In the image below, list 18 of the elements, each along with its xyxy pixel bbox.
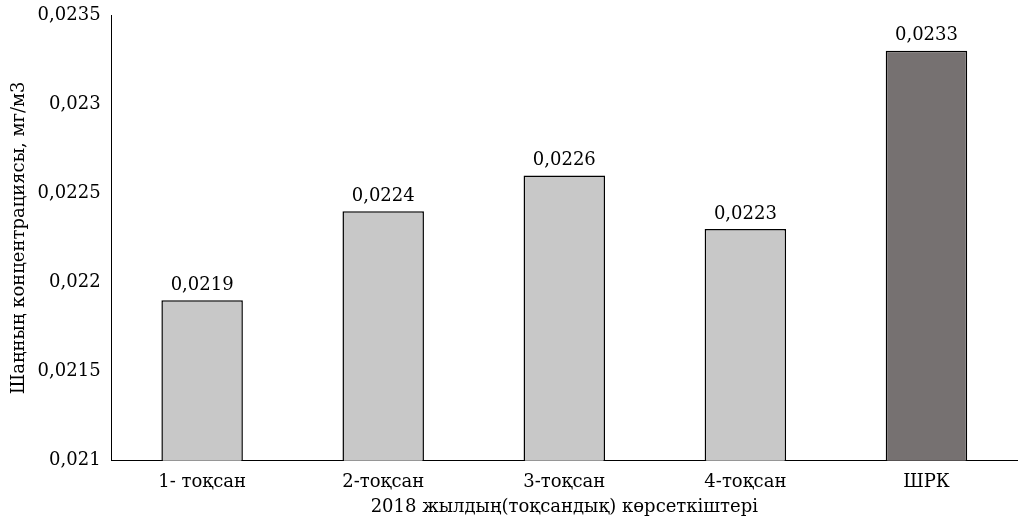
y-axis-title: Шаңның концентрациясы, мг/м3 (7, 81, 29, 395)
x-tick-label: 3-тоқсан (523, 470, 606, 492)
data-label: 0,0226 (532, 148, 596, 170)
y-tick-label: 0,0225 (37, 180, 101, 202)
data-label: 0,0219 (170, 272, 234, 294)
x-axis-title: 2018 жылдың(тоқсандық) көрсеткіштері (370, 494, 759, 516)
x-tick-label: 2-тоқсан (342, 470, 425, 492)
x-tick-label: 4-тоқсан (704, 470, 787, 492)
data-label: 0,0223 (713, 201, 777, 223)
y-tick-label: 0,023 (49, 91, 101, 113)
data-label: 0,0224 (351, 183, 415, 205)
data-label: 0,0233 (894, 23, 958, 45)
y-tick-label: 0,0235 (37, 2, 101, 24)
y-tick-label: 0,022 (49, 270, 101, 292)
y-tick-label: 0,0215 (37, 359, 101, 381)
x-tick-label: ШРК (903, 470, 950, 492)
x-tick-label: 1- тоқсан (158, 470, 247, 492)
y-tick-label: 0,021 (49, 448, 101, 470)
